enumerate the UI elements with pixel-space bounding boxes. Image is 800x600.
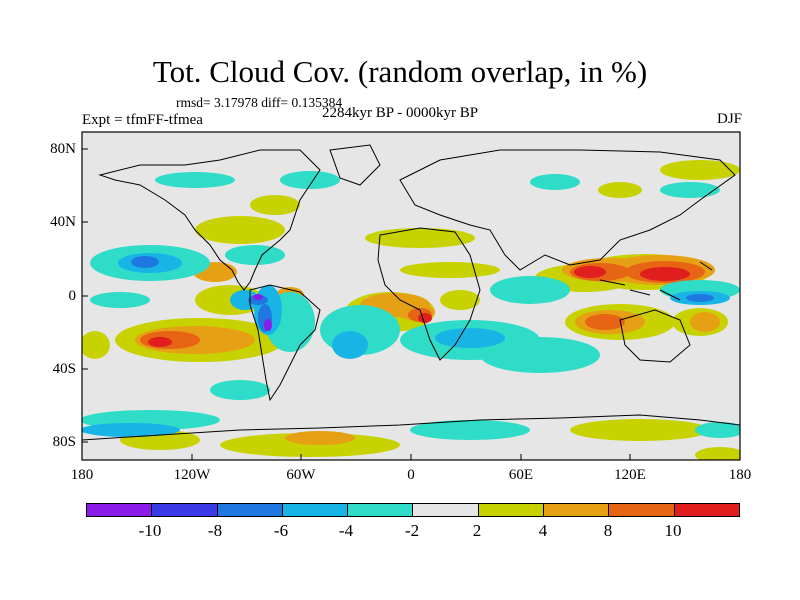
colorbar-label: 4 [538,521,548,540]
colorbar-swatch [609,504,675,516]
colorbar-swatch [282,504,349,516]
colorbar-swatch [152,504,218,516]
colorbar-label: -10 [138,521,162,540]
axis-ticks [81,148,741,460]
greenland-coast [329,144,381,186]
eurasia-coast [399,149,736,271]
positive-max-patches [148,266,690,347]
y-tick-0: 0 [68,288,77,304]
x-tick-180w: 180 [70,467,94,483]
x-tick-60e: 60E [508,467,534,483]
africa-coast [377,227,481,361]
colorbar-swatch [87,504,153,516]
australia-coast [619,309,691,363]
figure-title: Tot. Cloud Cov. (random overlap, in %) [152,54,648,89]
x-tick-60w: 60W [286,467,316,483]
x-tick-0: 0 [407,467,415,483]
colorbar-label: -6 [273,521,289,540]
anomaly-field [82,144,740,460]
colorbar [86,503,740,517]
colorbar-label: -4 [338,521,354,540]
colorbar-swatch [217,504,283,516]
y-tick-40s: 40S [52,361,76,377]
coastlines [82,144,740,441]
y-tick-80n: 80N [50,141,76,157]
colorbar-swatch [544,504,610,516]
period-label: 2284kyr BP - 0000kyr BP [322,105,479,121]
north-america-coast [98,149,321,291]
y-tick-80s: 80S [52,434,76,450]
x-tick-180e: 180 [728,467,752,483]
colorbar-label: -2 [404,521,420,540]
x-tick-120w: 120W [173,467,211,483]
y-tick-40n: 40N [50,214,76,230]
colorbar-swatch [674,504,739,516]
colorbar-label: 8 [603,521,613,540]
experiment-label: Expt = tfmFF-tfmea [82,112,203,128]
colorbar-swatch [478,504,545,516]
colorbar-label: 10 [664,521,682,540]
x-tick-120e: 120E [614,467,646,483]
season-label: DJF [716,111,742,127]
colorbar-label: 2 [472,521,482,540]
south-america-coast [249,284,321,402]
antarctica-coast [82,414,740,441]
stats-label: rmsd= 3.17978 diff= 0.135384 [176,95,343,110]
colorbar-swatch [413,504,479,516]
negative-max-patches [253,294,272,331]
maritime-islands [599,261,713,301]
colorbar-swatch [348,504,414,516]
colorbar-label: -8 [207,521,223,540]
